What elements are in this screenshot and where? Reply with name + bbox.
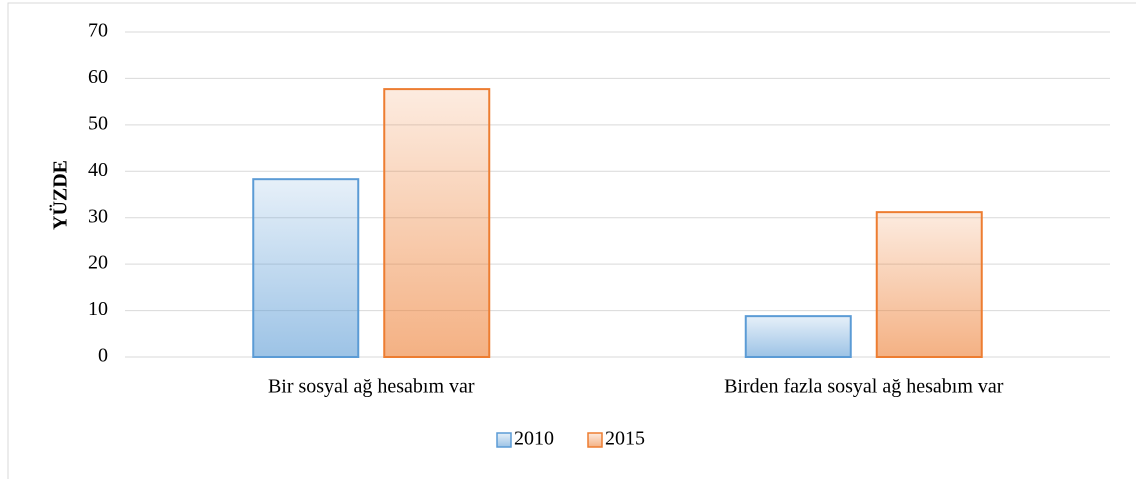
y-tick-label: 0	[98, 345, 108, 367]
y-tick-label: 70	[88, 20, 108, 42]
y-axis-label: YÜZDE	[49, 160, 72, 230]
y-tick-label: 30	[88, 205, 108, 227]
bar	[252, 178, 360, 358]
y-tick-label: 10	[88, 298, 108, 320]
x-tick-label: Bir sosyal ağ hesabım var	[268, 376, 475, 398]
y-tick-label: 50	[88, 112, 108, 134]
y-tick-label: 20	[88, 252, 108, 274]
legend-label: 2010	[514, 428, 554, 450]
bar	[383, 88, 491, 358]
y-tick-label: 60	[88, 66, 108, 88]
legend-label: 2015	[605, 428, 645, 450]
y-tick-label: 40	[88, 159, 108, 181]
x-tick-label: Birden fazla sosyal ağ hesabım var	[724, 376, 1004, 398]
bar	[875, 211, 983, 358]
chart-border	[7, 2, 1136, 479]
bar	[744, 315, 852, 358]
legend-swatch	[496, 432, 512, 448]
legend-swatch	[587, 432, 603, 448]
